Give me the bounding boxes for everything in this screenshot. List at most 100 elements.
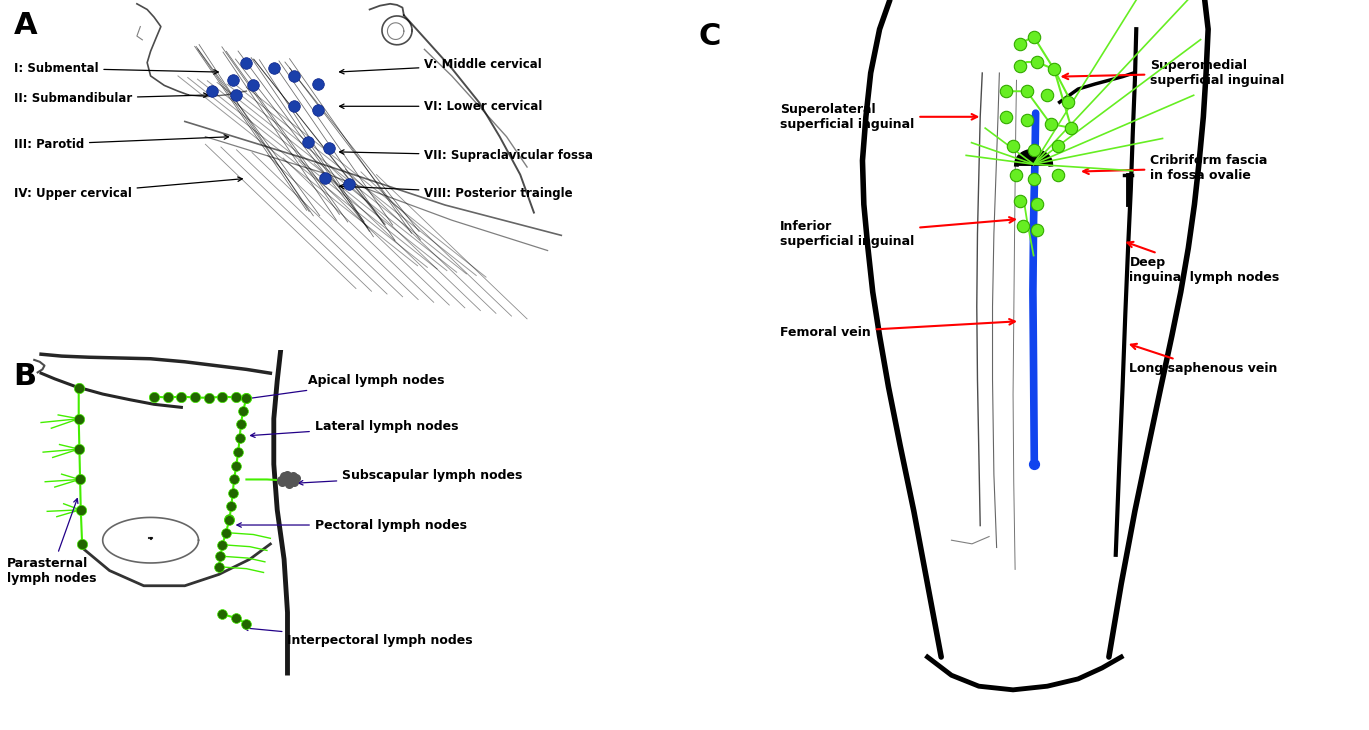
Point <box>297 137 319 148</box>
Point <box>211 391 233 402</box>
Point <box>1040 118 1062 130</box>
Point <box>1027 224 1049 236</box>
Text: Superomedial
superficial inguinal: Superomedial superficial inguinal <box>1062 59 1284 87</box>
Point <box>1009 38 1031 50</box>
Text: VII: Supraclavicular fossa: VII: Supraclavicular fossa <box>340 149 593 162</box>
Text: II: Submandibular: II: Submandibular <box>14 92 208 105</box>
Point <box>225 612 246 624</box>
Text: Pectoral lymph nodes: Pectoral lymph nodes <box>237 518 467 531</box>
Point <box>170 391 192 402</box>
Point <box>283 476 305 488</box>
Text: Inferior
superficial inguinal: Inferior superficial inguinal <box>780 217 1014 247</box>
Point <box>225 391 246 403</box>
Point <box>242 80 264 91</box>
Point <box>71 538 93 550</box>
Text: I: Submental: I: Submental <box>14 62 218 75</box>
Text: III: Parotid: III: Parotid <box>14 135 229 151</box>
Text: Apical lymph nodes: Apical lymph nodes <box>244 374 445 401</box>
Point <box>270 474 292 486</box>
Point <box>68 443 90 455</box>
Point <box>227 446 249 458</box>
Text: V: Middle cervical: V: Middle cervical <box>340 58 542 74</box>
Point <box>215 527 237 539</box>
Point <box>1023 458 1045 469</box>
Point <box>1057 96 1079 108</box>
Point <box>68 383 90 394</box>
Text: IV: Upper cervical: IV: Upper cervical <box>14 177 242 200</box>
Text: B: B <box>14 362 37 391</box>
Text: Subscapular lymph nodes: Subscapular lymph nodes <box>298 469 523 485</box>
Point <box>277 469 298 480</box>
Point <box>275 472 297 484</box>
Point <box>1005 169 1027 181</box>
Point <box>144 391 166 402</box>
Text: C: C <box>698 22 720 51</box>
Point <box>1060 122 1082 134</box>
Point <box>279 475 301 487</box>
Point <box>1023 173 1045 185</box>
Point <box>209 550 231 562</box>
Point <box>282 470 304 482</box>
Point <box>201 85 223 97</box>
Point <box>1047 140 1069 152</box>
Text: Interpectoral lymph nodes: Interpectoral lymph nodes <box>244 626 474 648</box>
Point <box>995 85 1017 97</box>
Point <box>235 57 257 69</box>
Text: VI: Lower cervical: VI: Lower cervical <box>340 100 542 113</box>
Point <box>307 104 330 116</box>
Point <box>1027 199 1049 210</box>
Text: Parasternal
lymph nodes: Parasternal lymph nodes <box>7 499 96 585</box>
Point <box>1013 220 1035 232</box>
Point <box>223 474 245 485</box>
Text: Long saphenous vein: Long saphenous vein <box>1129 344 1277 375</box>
Point <box>995 111 1017 123</box>
Point <box>235 392 257 404</box>
Point <box>263 63 285 74</box>
Point <box>208 561 230 572</box>
Point <box>1023 144 1045 155</box>
Text: Femoral vein: Femoral vein <box>780 319 1014 339</box>
Point <box>271 476 293 488</box>
Point <box>285 472 307 484</box>
Point <box>1036 89 1058 101</box>
Point <box>307 77 330 89</box>
Point <box>1023 31 1045 42</box>
Point <box>70 504 92 515</box>
Point <box>283 70 305 82</box>
Point <box>211 608 233 620</box>
Point <box>1043 64 1065 75</box>
Point <box>222 487 244 499</box>
Text: VIII: Posterior traingle: VIII: Posterior traingle <box>340 184 574 200</box>
Point <box>231 405 255 417</box>
Point <box>1027 56 1049 68</box>
Point <box>219 514 241 526</box>
Text: Deep
inguinal lymph nodes: Deep inguinal lymph nodes <box>1128 242 1280 284</box>
Point <box>338 178 360 190</box>
Point <box>225 89 246 101</box>
Point <box>314 172 337 184</box>
Point <box>235 392 257 404</box>
Point <box>318 142 340 154</box>
Point <box>1047 169 1069 181</box>
Text: Lateral lymph nodes: Lateral lymph nodes <box>251 420 459 437</box>
Point <box>278 478 300 490</box>
Point <box>1016 115 1038 126</box>
Point <box>1002 140 1024 152</box>
Point <box>230 418 252 430</box>
Point <box>222 74 244 85</box>
Point <box>211 539 233 550</box>
Point <box>279 473 301 485</box>
Text: Superolateral
superficial inguinal: Superolateral superficial inguinal <box>780 103 977 131</box>
Point <box>183 391 205 403</box>
Point <box>197 392 219 404</box>
Point <box>235 618 257 629</box>
Point <box>68 474 90 485</box>
Point <box>220 500 242 512</box>
Point <box>68 413 90 425</box>
Point <box>1009 195 1031 207</box>
Text: A: A <box>14 12 37 40</box>
Text: Cribriform fascia
in fossa ovalie: Cribriform fascia in fossa ovalie <box>1083 154 1268 182</box>
Point <box>229 433 251 445</box>
Point <box>1016 85 1038 97</box>
Point <box>219 513 241 525</box>
